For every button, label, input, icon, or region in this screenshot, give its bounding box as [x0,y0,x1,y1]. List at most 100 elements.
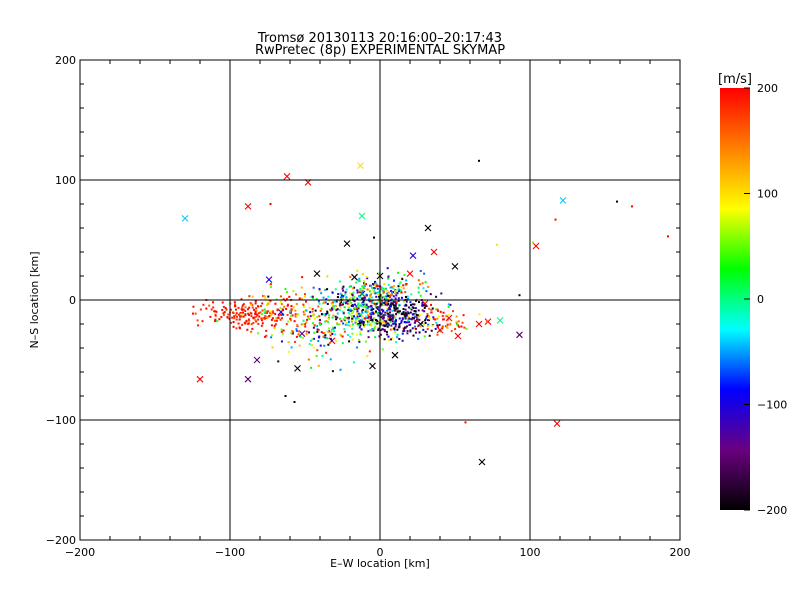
data-dot [391,315,394,318]
data-dot [282,313,285,316]
data-dot [339,368,342,371]
data-dot [252,316,255,319]
data-dot [355,281,358,284]
data-dot [359,288,362,291]
x-tick-label: 100 [520,546,541,559]
data-dot [430,329,433,332]
data-dot [267,295,270,298]
data-dot [300,297,303,300]
data-dot [382,324,385,327]
data-dot [356,289,359,292]
data-dot [201,320,204,323]
data-dot [356,315,359,318]
data-dot [397,288,400,291]
data-dot [272,311,275,314]
data-dot [398,317,401,320]
data-dot [266,316,269,319]
data-dot [404,308,407,311]
data-dot [231,316,234,319]
data-dot [354,321,357,324]
colorbar-tick-label: −200 [757,504,787,517]
data-dot [325,313,328,316]
data-dot [199,308,202,311]
data-dot [287,350,290,353]
data-dot [462,314,465,317]
data-dot [400,285,403,288]
data-dot [389,320,392,323]
data-dot [317,364,320,367]
data-dot [392,279,395,282]
data-dot [280,303,283,306]
data-dot [376,312,379,315]
data-dot [412,334,415,337]
data-dot [401,312,404,315]
x-marker [496,317,504,324]
data-dot [485,320,488,323]
data-dot [383,298,386,301]
data-dot [415,327,418,330]
data-dot [404,311,407,314]
data-dot [375,302,378,305]
data-dot [382,296,385,299]
data-dot [460,325,463,328]
data-dot [667,235,669,238]
data-dot [353,295,356,298]
data-dot [308,343,311,346]
data-dot [300,323,303,326]
data-dot [343,306,346,309]
data-dot [389,328,392,331]
data-dot [362,293,365,296]
data-dot [202,303,205,306]
data-dot [367,316,370,319]
data-dot [324,336,327,339]
data-dot [304,325,307,328]
data-dot [226,316,229,319]
data-dot [380,319,383,322]
data-dot [379,302,382,305]
data-dot [359,292,362,295]
data-dot [247,312,250,315]
data-dot [339,306,342,309]
data-dot [279,306,282,309]
data-dot [265,310,268,313]
data-dot [240,308,243,311]
data-dot [342,285,345,288]
data-dot [338,304,341,307]
y-tick-label: 0 [69,294,76,307]
data-dot [366,320,369,323]
data-dot [261,322,264,325]
data-dot [312,313,315,316]
data-dot [379,287,382,290]
data-dot [376,285,379,288]
data-dot [389,315,392,318]
data-dot [377,314,380,317]
data-dot [389,308,392,311]
data-dot [347,311,350,314]
data-dot [363,280,366,283]
x-marker [283,173,291,180]
data-dot [406,295,409,298]
data-dot [237,322,240,325]
data-dot [287,303,290,306]
data-dot [338,280,341,283]
data-dot [256,313,259,316]
data-dot [268,300,271,303]
data-dot [273,324,276,327]
data-dot [280,340,283,343]
data-dot [359,333,362,336]
data-dot [436,325,439,328]
data-dot [422,323,425,326]
data-dot [334,288,337,291]
data-dot [253,308,256,311]
data-dot [438,329,441,332]
data-dot [277,314,280,317]
data-dot [426,319,429,322]
data-dot [411,316,414,319]
data-dot [336,308,339,311]
data-dot [365,305,368,308]
data-dot [403,304,406,307]
data-dot [387,338,390,341]
data-dot [409,301,412,304]
data-dot [294,313,297,316]
data-dot [373,317,376,320]
